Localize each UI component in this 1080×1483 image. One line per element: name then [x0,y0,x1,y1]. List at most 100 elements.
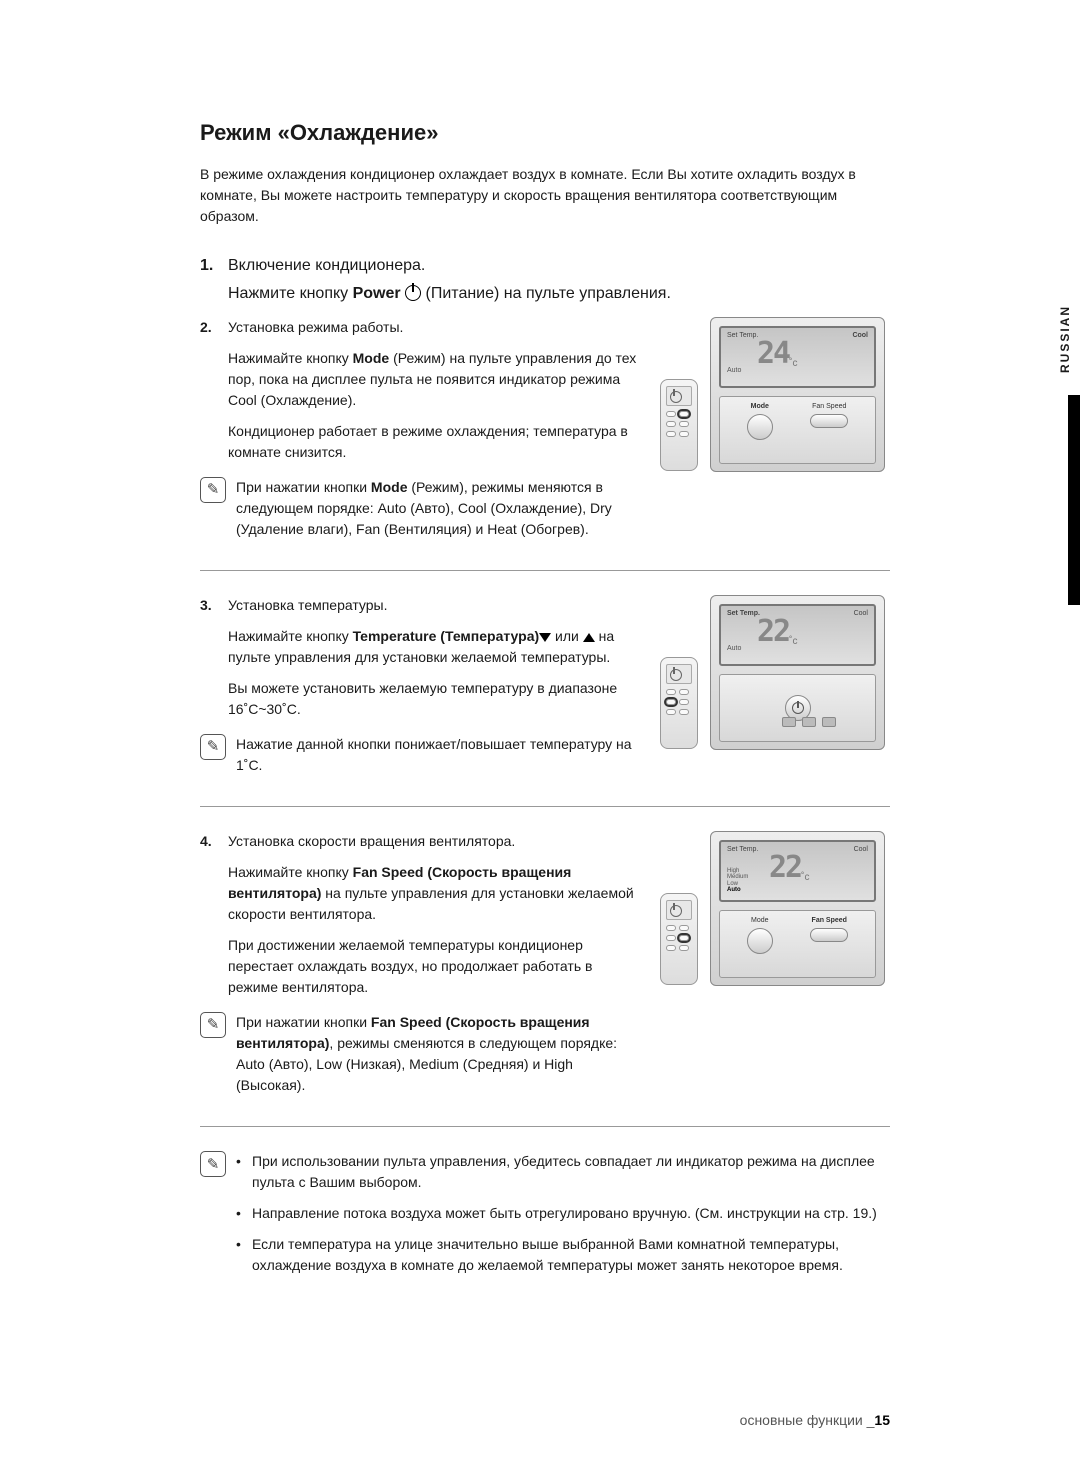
step3-p2: Вы можете установить желаемую температур… [228,678,640,720]
board-2 [719,674,876,742]
step1-pre: Нажмите кнопку [228,285,353,302]
divider-2 [200,806,890,807]
remote-fan-btn [679,935,689,941]
lcd-cool: Cool [854,846,868,853]
footer-text: основные функции _ [740,1412,875,1428]
note-icon: ✎ [200,477,226,503]
fan-button [810,414,848,428]
step2-p1-bold: Mode [353,350,390,366]
step2-p1-pre: Нажимайте кнопку [228,350,353,366]
lcd-deg: ˚c [789,358,797,369]
step-2: Установка режима работы. Нажимайте кнопк… [200,317,640,463]
step1-body: Нажмите кнопку Power (Питание) на пульте… [228,285,890,303]
final-note-2: Направление потока воздуха может быть от… [236,1203,890,1224]
board-fan-label: Fan Speed [810,917,848,924]
panel-2: Set Temp. Cool Auto 22˚c [710,595,885,750]
s3-mid: или [551,628,583,644]
divider-3 [200,1126,890,1127]
lcd-1: Set Temp. Cool Auto 24˚c [719,326,876,388]
final-note-3: Если температура на улице значительно вы… [236,1234,890,1276]
s4n-pre: При нажатии кнопки [236,1014,371,1030]
remote-screen [666,664,692,684]
lcd-settemp: Set Temp. [727,332,758,339]
board-3: Mode Fan Speed [719,910,876,978]
lcd-settemp: Set Temp. [727,610,760,617]
lcd-temp3: 22 [769,853,801,883]
remote-mode-btn [679,411,689,417]
s2n-pre: При нажатии кнопки [236,479,371,495]
side-icon [802,717,816,727]
step4-p1: Нажимайте кнопку Fan Speed (Скорость вра… [228,862,640,925]
side-icon [822,717,836,727]
lcd-auto: Auto [727,645,741,652]
remote-3 [660,893,698,985]
panel-3: Set Temp. Cool High Medium Low Auto 22˚c [710,831,885,986]
power-icon [405,285,421,301]
remote-1 [660,379,698,471]
final-notes: При использовании пульта управления, убе… [236,1151,890,1286]
fan-levels: High Medium Low Auto [727,868,748,894]
s4-pre: Нажимайте кнопку [228,864,353,880]
lcd-cool: Cool [854,610,868,617]
lcd-cool: Cool [852,332,868,339]
s2n-bold: Mode [371,479,408,495]
step2-note-text: При нажатии кнопки Mode (Режим), режимы … [236,477,640,540]
lcd-3: Set Temp. Cool High Medium Low Auto 22˚c [719,840,876,902]
step3-note-text: Нажатие данной кнопки понижает/повышает … [236,734,640,776]
fan-medium: Medium [727,874,748,881]
side-icon [782,717,796,727]
step3-note: ✎ Нажатие данной кнопки понижает/повышае… [200,734,640,776]
step4-p2: При достижении желаемой температуры конд… [228,935,640,998]
step4-note-text: При нажатии кнопки Fan Speed (Скорость в… [236,1012,640,1096]
board-1: Mode Fan Speed [719,396,876,464]
page-footer: основные функции _15 [740,1412,890,1428]
lcd-deg: ˚c [789,636,797,647]
remote-screen [666,386,692,406]
divider-1 [200,570,890,571]
fan-high: High [727,868,748,875]
board-mode-label: Mode [747,403,773,410]
remote-2 [660,657,698,749]
lcd-auto: Auto [727,367,741,374]
lcd-settemp: Set Temp. [727,846,758,853]
note-icon: ✎ [200,734,226,760]
fan-auto: Auto [727,887,748,894]
note-icon: ✎ [200,1151,226,1177]
step3-title: Установка температуры. [228,597,388,613]
step-4: Установка скорости вращения вентилятора.… [200,831,640,998]
mode-button [747,928,773,954]
panel-1: Set Temp. Cool Auto 24˚c Mode Fan Speed [710,317,885,472]
board-fan-label: Fan Speed [810,403,848,410]
step2-p1: Нажимайте кнопку Mode (Режим) на пульте … [228,348,640,411]
step2-title: Установка режима работы. [228,319,403,335]
remote-temp-btn [666,699,676,705]
triangle-down-icon [539,633,551,642]
triangle-up-icon [583,633,595,642]
illustration-1: Set Temp. Cool Auto 24˚c Mode Fan Speed [660,317,885,482]
step-3: Установка температуры. Нажимайте кнопку … [200,595,640,720]
final-note-block: ✎ При использовании пульта управления, у… [200,1151,890,1286]
final-note-1: При использовании пульта управления, убе… [236,1151,890,1193]
footer-page: 15 [874,1412,890,1428]
step-1: Включение кондиционера. Нажмите кнопку P… [200,257,890,303]
step1-bold: Power [353,285,401,302]
s3-pre: Нажимайте кнопку [228,628,353,644]
step1-post: (Питание) на пульте управления. [421,285,671,302]
note-icon: ✎ [200,1012,226,1038]
intro-text: В режиме охлаждения кондиционер охлаждае… [200,164,890,227]
remote-screen [666,900,692,920]
lcd-deg: ˚c [801,872,809,883]
lcd-temp1: 24 [757,339,789,369]
fan-button [810,928,848,942]
board-mode-label: Mode [747,917,773,924]
step4-note: ✎ При нажатии кнопки Fan Speed (Скорость… [200,1012,640,1096]
fan-low: Low [727,881,748,888]
step3-p1: Нажимайте кнопку Temperature (Температур… [228,626,640,668]
illustration-3: Set Temp. Cool High Medium Low Auto 22˚c [660,831,885,996]
s3-bold: Temperature (Температура) [353,628,540,644]
power-icon [792,702,804,714]
mode-button [747,414,773,440]
step2-note: ✎ При нажатии кнопки Mode (Режим), режим… [200,477,640,540]
step1-title: Включение кондиционера. [228,257,425,274]
lcd-2: Set Temp. Cool Auto 22˚c [719,604,876,666]
